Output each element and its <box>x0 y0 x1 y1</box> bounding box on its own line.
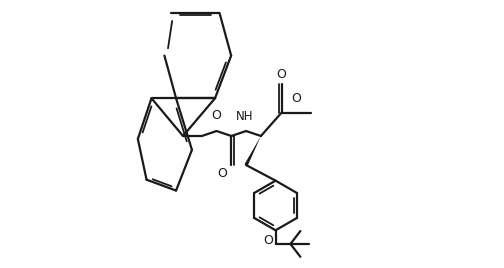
Text: O: O <box>264 234 274 247</box>
Text: O: O <box>277 68 286 81</box>
Text: O: O <box>291 92 301 105</box>
Polygon shape <box>244 136 261 166</box>
Text: O: O <box>212 109 221 122</box>
Text: NH: NH <box>236 110 254 123</box>
Text: O: O <box>217 167 227 180</box>
